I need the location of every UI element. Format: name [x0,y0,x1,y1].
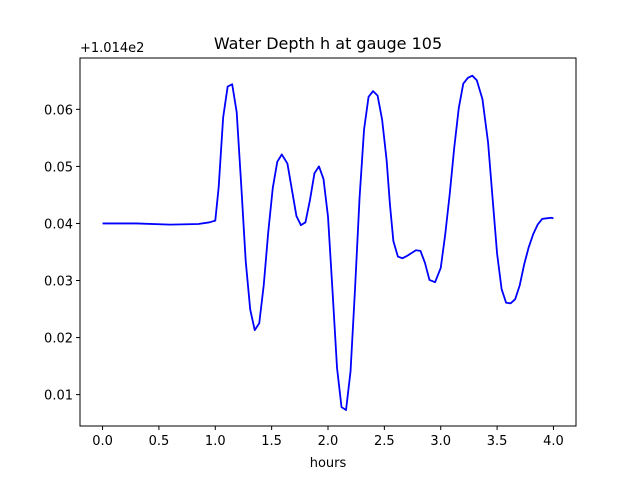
x-tick-label: 0.0 [92,434,113,449]
x-axis-label: hours [310,456,347,471]
y-tick-label: 0.02 [44,332,73,347]
y-axis: 0.01 0.02 0.03 0.04 0.05 0.06 [44,103,80,404]
y-tick-label: 0.03 [44,275,73,290]
x-tick-label: 3.0 [430,434,451,449]
x-tick-label: 2.5 [374,434,395,449]
y-tick-label: 0.04 [44,217,73,232]
x-tick-label: 1.5 [261,434,282,449]
x-tick-label: 2.0 [318,434,339,449]
plot-area [79,57,577,427]
x-tick-label: 1.0 [205,434,226,449]
x-tick-label: 0.5 [149,434,170,449]
chart-title: Water Depth h at gauge 105 [214,34,442,53]
x-axis: 0.0 0.5 1.0 1.5 2.0 2.5 3.0 3.5 4.0 [92,426,564,449]
y-tick-label: 0.01 [44,389,73,404]
x-tick-label: 3.5 [487,434,508,449]
x-tick-label: 4.0 [543,434,564,449]
y-tick-label: 0.05 [44,160,73,175]
series-line [102,74,554,411]
y-tick-label: 0.06 [44,103,73,118]
y-offset-label: +1.014e2 [80,41,144,56]
